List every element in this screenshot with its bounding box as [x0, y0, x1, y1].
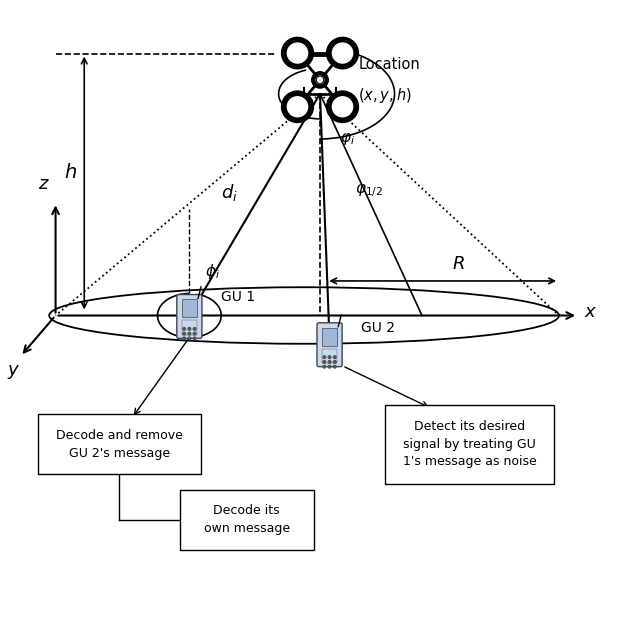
Text: $(x,y,h)$: $(x,y,h)$	[358, 86, 412, 105]
FancyBboxPatch shape	[385, 405, 554, 483]
Circle shape	[326, 37, 358, 69]
Circle shape	[312, 72, 328, 88]
Circle shape	[333, 365, 336, 368]
Text: Decode its
own message: Decode its own message	[204, 504, 290, 535]
Text: $x$: $x$	[584, 304, 598, 321]
Text: $\phi_i$: $\phi_i$	[205, 262, 220, 281]
Circle shape	[183, 327, 186, 330]
Circle shape	[323, 356, 326, 358]
Circle shape	[188, 333, 191, 335]
Text: $\varphi_{1/2}$: $\varphi_{1/2}$	[355, 182, 383, 199]
Text: $\varphi_i$: $\varphi_i$	[340, 131, 355, 148]
Circle shape	[183, 333, 186, 335]
Circle shape	[282, 37, 314, 69]
Circle shape	[323, 360, 326, 363]
Text: Decode and remove
GU 2's message: Decode and remove GU 2's message	[56, 429, 182, 459]
Circle shape	[328, 365, 331, 368]
Circle shape	[183, 337, 186, 339]
Circle shape	[188, 327, 191, 330]
FancyBboxPatch shape	[177, 295, 202, 338]
Text: $R$: $R$	[452, 256, 465, 273]
Circle shape	[316, 76, 324, 84]
Text: Detect its desired
signal by treating GU
1's message as noise: Detect its desired signal by treating GU…	[403, 420, 536, 468]
Circle shape	[188, 337, 191, 339]
Text: Location: Location	[358, 57, 420, 72]
Bar	[322, 327, 337, 346]
Circle shape	[287, 42, 308, 64]
Circle shape	[323, 365, 326, 368]
Text: GU 1: GU 1	[221, 290, 255, 304]
Circle shape	[328, 360, 331, 363]
Text: $d_i$: $d_i$	[221, 182, 237, 203]
Bar	[182, 299, 197, 317]
Circle shape	[326, 91, 358, 122]
Text: $y$: $y$	[8, 363, 20, 380]
FancyBboxPatch shape	[317, 323, 342, 367]
Circle shape	[333, 356, 336, 358]
Circle shape	[332, 96, 353, 117]
Bar	[322, 348, 337, 363]
Circle shape	[287, 96, 308, 117]
Bar	[182, 321, 197, 334]
Circle shape	[332, 42, 353, 64]
Text: $z$: $z$	[38, 175, 50, 193]
Circle shape	[328, 356, 331, 358]
FancyBboxPatch shape	[180, 490, 314, 550]
Circle shape	[193, 337, 196, 339]
Text: $h$: $h$	[64, 163, 77, 182]
Circle shape	[193, 333, 196, 335]
Text: GU 2: GU 2	[362, 321, 396, 335]
Circle shape	[193, 327, 196, 330]
FancyBboxPatch shape	[38, 415, 200, 474]
Circle shape	[333, 360, 336, 363]
Circle shape	[282, 91, 314, 122]
